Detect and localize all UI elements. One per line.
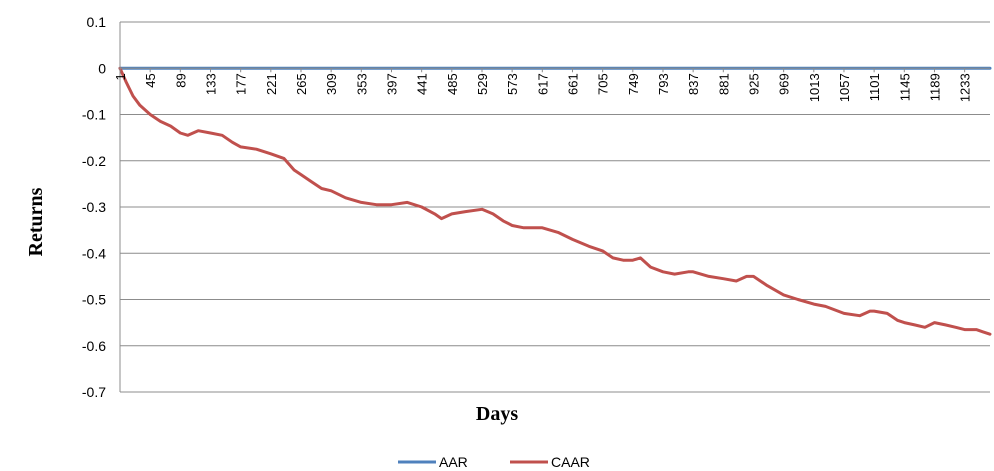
legend-label-caar: CAAR xyxy=(551,454,590,470)
x-tick-label: 793 xyxy=(656,73,671,95)
x-tick-label: 617 xyxy=(535,73,550,95)
x-tick-label: 265 xyxy=(294,73,309,95)
x-tick-label: 1189 xyxy=(927,73,942,101)
x-tick-label: 661 xyxy=(565,73,580,95)
x-tick-label: 221 xyxy=(264,73,279,95)
y-tick-label: -0.3 xyxy=(82,199,106,215)
series-layer xyxy=(118,66,992,336)
x-tick-label: 529 xyxy=(475,73,490,95)
legend: AAR CAAR xyxy=(398,454,590,470)
y-axis-ticks: 0.1 0 -0.1 -0.2 -0.3 -0.4 -0.5 -0.6 -0.7 xyxy=(82,14,106,400)
x-tick-label: 441 xyxy=(415,73,430,95)
x-tick-label: 177 xyxy=(234,73,249,95)
x-tick-label: 925 xyxy=(746,73,761,95)
series-line-caar xyxy=(118,66,992,336)
y-tick-label: -0.6 xyxy=(82,338,106,354)
x-tick-label: 89 xyxy=(173,73,188,87)
y-axis-title: Returns xyxy=(25,187,47,256)
x-tick-label: 705 xyxy=(596,73,611,95)
x-tick-label: 969 xyxy=(777,73,792,95)
x-tick-label: 353 xyxy=(354,73,369,95)
y-tick-label: -0.7 xyxy=(82,384,106,400)
x-axis-title: Days xyxy=(476,403,518,425)
y-tick-label: -0.4 xyxy=(82,245,106,261)
axes xyxy=(119,22,990,392)
x-tick-label: 837 xyxy=(686,73,701,95)
y-tick-label: 0 xyxy=(98,60,106,76)
x-tick-label: 1 xyxy=(113,73,128,80)
x-tick-label: 45 xyxy=(143,73,158,87)
y-tick-label: -0.1 xyxy=(82,107,106,123)
y-tick-label: 0.1 xyxy=(87,14,107,30)
x-tick-label: 1233 xyxy=(958,73,973,102)
x-tick-label: 1101 xyxy=(867,73,882,101)
x-tick-label: 1013 xyxy=(807,73,822,102)
x-tick-label: 749 xyxy=(626,73,641,95)
x-tick-label: 1057 xyxy=(837,73,852,102)
x-tick-label: 573 xyxy=(505,73,520,95)
x-tick-label: 485 xyxy=(445,73,460,95)
x-tick-label: 309 xyxy=(324,73,339,95)
x-tick-label: 1145 xyxy=(897,73,912,101)
x-tick-label: 881 xyxy=(716,73,731,95)
x-tick-label: 133 xyxy=(203,73,218,95)
legend-label-aar: AAR xyxy=(439,454,468,470)
x-axis-ticks: 1 45 89 133 177 221 265 309 353 397 441 485 529 573 61… xyxy=(113,68,973,102)
gridlines xyxy=(120,21,990,393)
x-tick-label: 397 xyxy=(384,73,399,95)
y-tick-label: -0.2 xyxy=(82,153,106,169)
y-tick-label: -0.5 xyxy=(82,292,106,308)
